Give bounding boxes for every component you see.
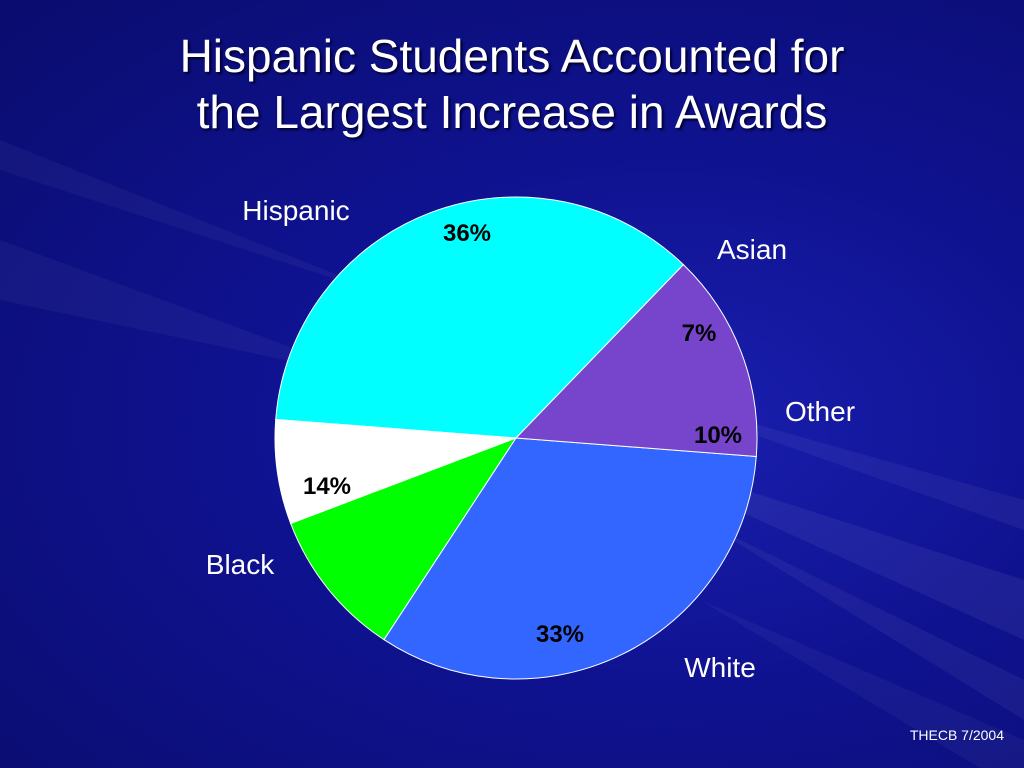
category-label-white: White — [684, 652, 756, 683]
pie-slice-hispanic — [275, 196, 685, 439]
slide-title: Hispanic Students Accounted for the Larg… — [0, 28, 1024, 140]
category-label-hispanic: Hispanic — [242, 195, 349, 226]
category-label-black: Black — [206, 549, 275, 580]
pie-slice-other — [290, 436, 518, 641]
value-label-asian: 7% — [682, 320, 717, 347]
value-label-white: 33% — [536, 621, 584, 648]
value-label-other: 10% — [694, 422, 742, 449]
pie-slice-white — [383, 437, 757, 680]
category-label-asian: Asian — [717, 234, 787, 265]
slide-title-line-1: Hispanic Students Accounted for — [179, 30, 845, 82]
pie-slice-black — [514, 263, 758, 458]
footer-source: THECB 7/2004 — [909, 727, 1004, 743]
value-label-hispanic: 36% — [443, 220, 491, 247]
pie-slice-asian — [274, 418, 517, 525]
category-label-other: Other — [785, 396, 855, 427]
value-label-black: 14% — [303, 473, 351, 500]
slide-title-line-2: the Largest Increase in Awards — [196, 86, 828, 138]
